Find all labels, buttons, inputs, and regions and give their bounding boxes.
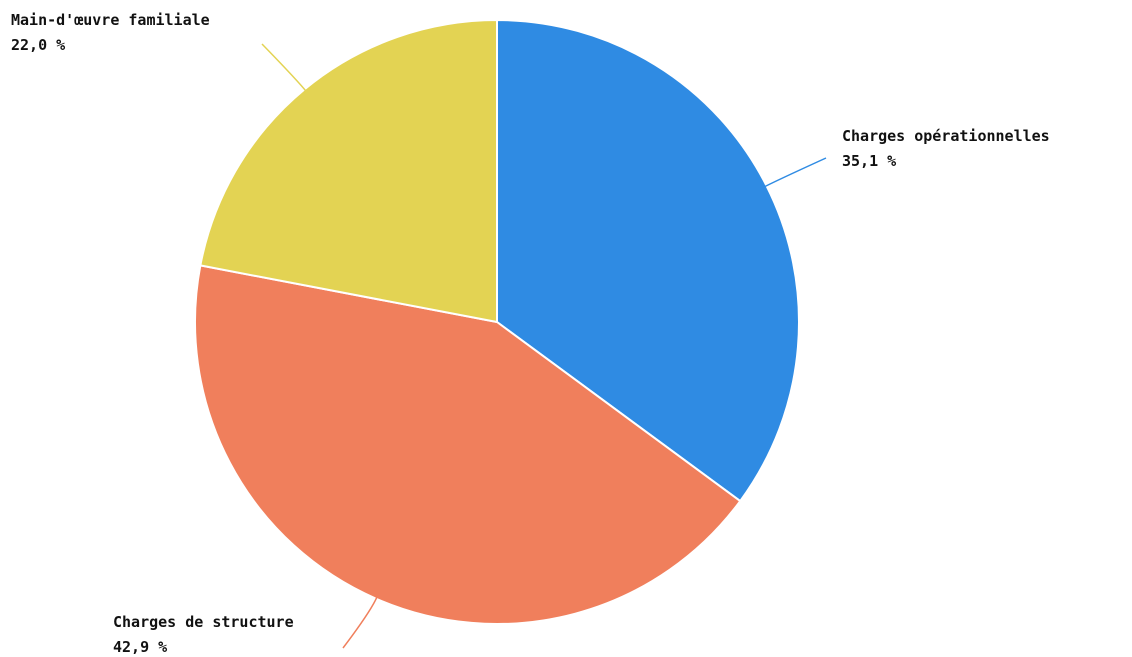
slice-label-charges-operationnelles: Charges opérationnelles [842, 127, 1050, 145]
slice-value-main-d-oeuvre-familiale: 22,0 % [11, 36, 65, 54]
pie-slices [194, 19, 800, 625]
slice-value-charges-operationnelles: 35,1 % [842, 152, 896, 170]
leader-line-main-d-oeuvre-familiale [261, 43, 307, 92]
leader-line-charges-de-structure [342, 596, 378, 649]
slice-label-charges-de-structure: Charges de structure [113, 613, 294, 631]
slice-label-main-d-oeuvre-familiale: Main-d'œuvre familiale [11, 11, 210, 29]
slice-value-charges-de-structure: 42,9 % [113, 638, 167, 656]
leader-line-charges-operationnelles [764, 157, 827, 188]
leader-lines [261, 43, 827, 649]
slice-labels: Charges opérationnelles 35,1 % Charges d… [11, 11, 1050, 656]
